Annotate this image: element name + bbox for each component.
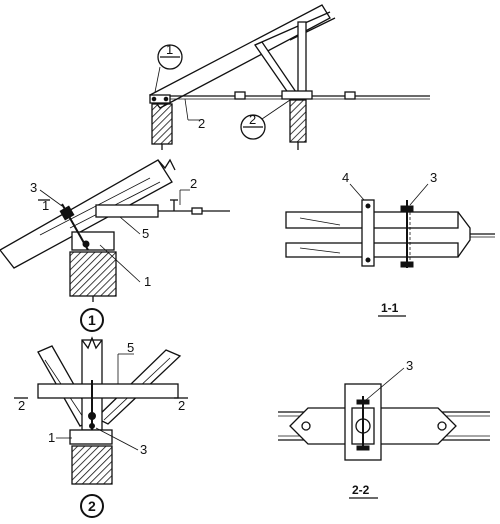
- section-1-1-title: 1-1: [381, 301, 399, 315]
- detail-1-tie-beam: [95, 204, 159, 218]
- left-pier: [151, 103, 173, 145]
- detail-2-bearing-pad: [69, 429, 113, 445]
- turnbuckle-left: [234, 91, 246, 100]
- left-support-plate: [149, 94, 171, 104]
- detail-2-pier: [71, 445, 113, 485]
- detail-1-rafter: [0, 159, 173, 269]
- detail-2-number-circle: [80, 494, 104, 518]
- section-mark-1-number: 1: [166, 42, 173, 57]
- detail-1-pier: [69, 251, 117, 297]
- detail-2-label-5: 5: [127, 340, 134, 355]
- truss-elevation: 1 2 2: [149, 4, 430, 150]
- section-2-2-label-3: 3: [406, 358, 413, 373]
- detail-2-label-1: 1: [48, 430, 55, 445]
- section-mark-2-number: 2: [249, 112, 256, 127]
- detail-1-label-1: 1: [144, 274, 151, 289]
- detail-1-label-3: 3: [30, 180, 37, 195]
- detail-1: 3 1 2 5 1 1: [0, 158, 230, 332]
- detail-2-tie: [37, 383, 179, 399]
- detail-1-label-5: 5: [142, 226, 149, 241]
- detail-1-number-circle: [80, 308, 104, 332]
- detail-2-number: 2: [88, 498, 96, 514]
- section-2-2-title: 2-2: [352, 483, 370, 497]
- detail-1-bearing-pad: [71, 231, 115, 251]
- section-2-2: 3 2-2: [278, 358, 490, 499]
- king-post: [297, 21, 307, 95]
- section-1-1-label-3: 3: [430, 170, 437, 185]
- bottom-plate: [281, 90, 313, 100]
- section-1-1-strap: [361, 199, 375, 267]
- detail-1-label-2: 2: [190, 176, 197, 191]
- section-mark-1: [157, 44, 183, 70]
- turnbuckle-right: [344, 91, 356, 100]
- section-1-1: 4 3 1-1: [285, 170, 495, 317]
- detail-2-label-3: 3: [140, 442, 147, 457]
- diagonal-strut: [254, 41, 300, 98]
- detail-1-label-1-side: 1: [42, 198, 49, 213]
- detail-2: 5 2 2 1 3 2: [14, 336, 188, 518]
- detail-2-cut-left: 2: [18, 398, 25, 413]
- detail-2-cut-right: 2: [178, 398, 185, 413]
- section-mark-2: [240, 114, 266, 140]
- section-1-1-label-4: 4: [342, 170, 349, 185]
- elevation-label-2: 2: [198, 116, 205, 131]
- right-pier: [289, 99, 307, 143]
- detail-1-number: 1: [88, 312, 96, 328]
